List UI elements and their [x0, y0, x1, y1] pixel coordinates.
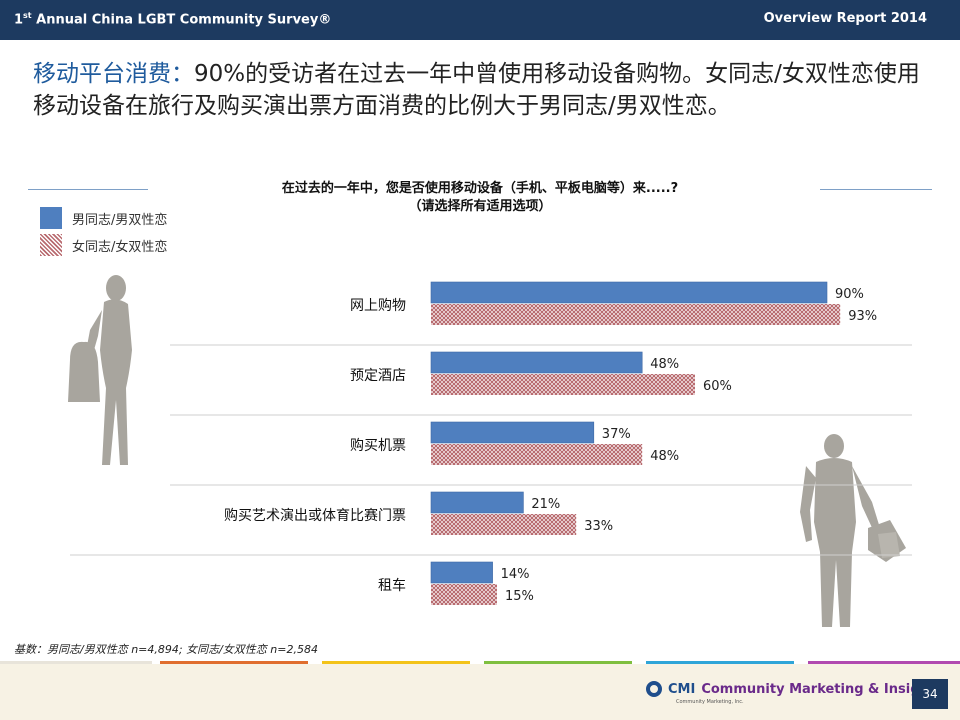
data-label: 93% [848, 309, 877, 324]
survey-question-note: （请选择所有适用选项） [408, 199, 552, 214]
data-label: 90% [835, 287, 864, 302]
category-label: 租车 [378, 577, 406, 594]
bar-male [430, 281, 828, 304]
legend-item-male: 男同志/男双性恋 [40, 207, 167, 229]
headline-text: 90%的受访者在过去一年中曾使用移动设备购物。女同志/女双性恋使用移动设备在旅行… [33, 61, 920, 119]
header-bar: 1st Annual China LGBT Community Survey® … [0, 0, 960, 40]
legend-item-female: 女同志/女双性恋 [40, 234, 167, 256]
report-subtitle: Overview Report 2014 [763, 11, 927, 26]
category-label: 购买艺术演出或体育比赛门票 [224, 508, 406, 524]
woman-shopper-silhouette [68, 275, 132, 465]
bar-female [431, 514, 577, 535]
data-label: 15% [505, 589, 534, 604]
footer-strip-2 [160, 661, 308, 664]
cmi-logo-sub: Community Marketing, Inc. [676, 699, 744, 705]
footer-strip-4 [484, 661, 632, 664]
bar-male [430, 561, 493, 584]
footer-strip-5 [646, 661, 794, 664]
survey-question: 在过去的一年中，您是否使用移动设备（手机、平板电脑等）来.....? [281, 181, 679, 196]
cmi-logo: CMI Community Marketing & Insights [646, 681, 943, 697]
report-title-ordinal: 1 [14, 12, 24, 28]
cmi-brand: CMI Community Marketing & Insights [668, 682, 943, 697]
footer-strip-6 [808, 661, 960, 664]
report-title-ordinal-suffix: st [23, 11, 32, 20]
data-label: 33% [584, 519, 613, 534]
bar-male [430, 421, 595, 444]
man-shopper-silhouette [800, 434, 906, 627]
slide-headline: 移动平台消费：90%的受访者在过去一年中曾使用移动设备购物。女同志/女双性恋使用… [33, 58, 933, 122]
bar-female [431, 444, 643, 465]
decorative-rule-right [820, 189, 932, 190]
legend-swatch-male [40, 207, 62, 229]
report-title-text: Annual China LGBT Community Survey® [31, 12, 332, 28]
report-title: 1st Annual China LGBT Community Survey® [14, 11, 331, 27]
legend-label-female: 女同志/女双性恋 [72, 239, 168, 255]
data-label: 37% [602, 427, 631, 442]
cmi-ring-icon [646, 681, 662, 697]
legend-label-male: 男同志/男双性恋 [72, 212, 168, 228]
category-label: 预定酒店 [350, 368, 406, 384]
data-label: 14% [501, 567, 530, 582]
headline-highlight: 移动平台消费： [33, 61, 194, 87]
cmi-abbr: CMI [668, 681, 696, 697]
bar-female [431, 304, 841, 325]
base-footnote: 基数：男同志/男双性恋 n=4,894; 女同志/女双性恋 n=2,584 [14, 643, 318, 656]
footer-strip-3 [322, 661, 470, 664]
bar-female [431, 374, 695, 395]
data-label: 48% [650, 449, 679, 464]
data-label: 48% [650, 357, 679, 372]
category-label: 网上购物 [350, 298, 406, 314]
footer-bar [0, 664, 960, 720]
page-number: 34 [912, 679, 948, 709]
cmi-full-name: Community Marketing & Insights [701, 681, 943, 697]
data-label: 60% [703, 379, 732, 394]
decorative-rule-left [28, 189, 148, 190]
bar-female [431, 584, 497, 605]
category-label: 购买机票 [350, 438, 406, 454]
bar-male [430, 491, 524, 514]
bar-male [430, 351, 643, 374]
legend-swatch-female [40, 234, 62, 256]
bar-chart: 网上购物 90% 93% 预定酒店 48% 60% 购买机票 37% 48% 购买艺术演出或体育比… [70, 281, 912, 605]
footer-strip-1 [0, 661, 152, 664]
data-label: 21% [531, 497, 560, 512]
